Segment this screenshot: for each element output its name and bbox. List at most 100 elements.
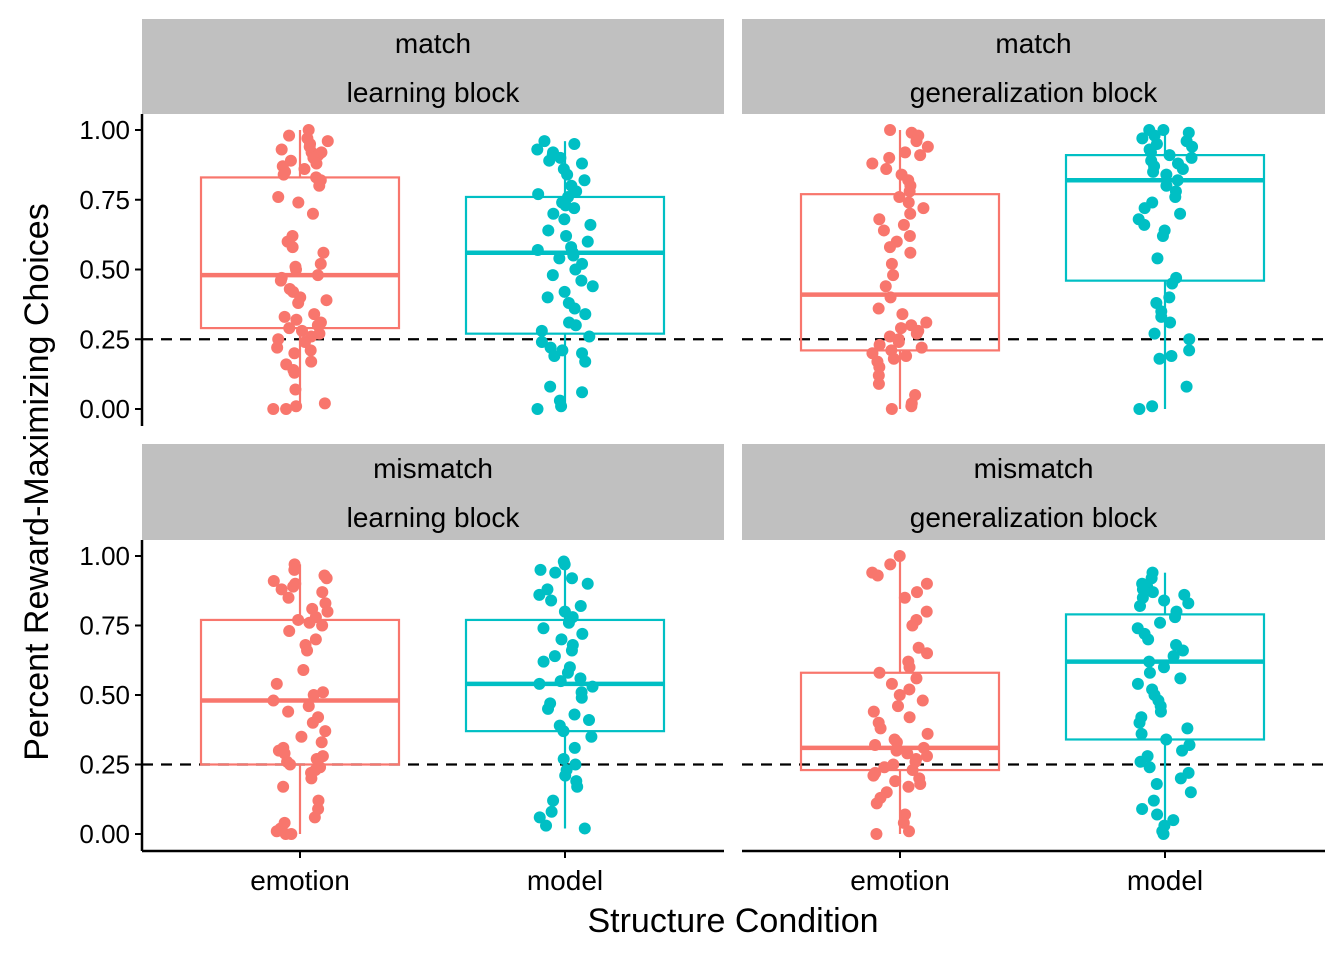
box-iqr	[799, 671, 1001, 772]
data-point	[921, 727, 934, 740]
box-emotion	[199, 124, 401, 415]
data-point	[1147, 794, 1160, 807]
data-point	[1133, 403, 1146, 415]
data-point	[885, 403, 898, 415]
data-point	[872, 377, 885, 390]
x-tick-label: emotion	[850, 865, 950, 896]
data-point	[586, 680, 599, 693]
data-point	[310, 157, 323, 170]
data-point	[873, 338, 886, 351]
data-point	[275, 583, 288, 596]
strip-background	[142, 19, 724, 114]
data-point	[568, 741, 581, 754]
data-point	[910, 672, 923, 685]
data-point	[1131, 677, 1144, 690]
data-point	[1138, 218, 1151, 231]
strip-label-block: generalization block	[910, 77, 1158, 108]
data-point	[1147, 165, 1160, 178]
data-point	[304, 344, 317, 357]
data-point	[305, 355, 318, 368]
data-point	[278, 310, 291, 323]
data-point	[1174, 772, 1187, 785]
data-point	[309, 633, 322, 646]
data-point	[292, 296, 305, 309]
data-point	[540, 819, 553, 832]
strip-label-block: learning block	[347, 77, 521, 108]
data-point	[1180, 380, 1193, 393]
data-point	[295, 730, 308, 743]
box-emotion	[799, 124, 1001, 415]
box-iqr	[1064, 613, 1266, 741]
data-point	[537, 622, 550, 635]
y-tick-label: 1.00	[79, 541, 130, 571]
data-point	[569, 263, 582, 276]
data-point	[1135, 727, 1148, 740]
data-point	[320, 572, 333, 585]
data-point	[533, 588, 546, 601]
data-point	[902, 196, 915, 209]
data-point	[534, 563, 547, 576]
data-point	[1164, 316, 1177, 329]
data-point	[531, 143, 544, 156]
data-point	[581, 577, 594, 590]
data-point	[1138, 202, 1151, 215]
data-point	[1186, 140, 1199, 153]
y-tick-label: 0.25	[79, 750, 130, 780]
data-point	[902, 825, 915, 838]
data-point	[903, 661, 916, 674]
data-point	[871, 569, 884, 582]
data-point	[277, 780, 290, 793]
data-point	[267, 575, 280, 588]
data-point	[885, 677, 898, 690]
data-point	[320, 294, 333, 307]
data-point	[1136, 583, 1149, 596]
data-point	[902, 780, 915, 793]
data-point	[906, 619, 919, 632]
data-point	[537, 655, 550, 668]
data-point	[288, 563, 301, 576]
data-point	[1153, 352, 1166, 365]
data-point	[568, 202, 581, 215]
data-point	[911, 586, 924, 599]
data-point	[873, 213, 886, 226]
x-tick-label: model	[1127, 865, 1203, 896]
data-point	[270, 677, 283, 690]
data-point	[575, 691, 588, 704]
data-point	[297, 663, 310, 676]
data-point	[884, 558, 897, 571]
data-point	[1144, 146, 1157, 159]
box-model	[464, 135, 666, 415]
data-point	[1142, 633, 1155, 646]
data-point	[1158, 594, 1171, 607]
data-point	[1184, 786, 1197, 799]
data-point	[869, 739, 882, 752]
data-point	[574, 600, 587, 613]
data-point	[581, 235, 594, 248]
data-point	[1169, 190, 1182, 203]
data-point	[1167, 814, 1180, 827]
data-point	[1167, 650, 1180, 663]
data-point	[1150, 777, 1163, 790]
data-point	[867, 769, 880, 782]
data-point	[921, 647, 934, 660]
data-point	[316, 619, 329, 632]
data-point	[579, 308, 592, 321]
data-point	[1154, 616, 1167, 629]
box-emotion	[199, 558, 401, 840]
data-point	[898, 591, 911, 604]
data-point	[885, 257, 898, 270]
data-point	[1176, 744, 1189, 757]
data-point	[1163, 149, 1176, 162]
data-point	[562, 616, 575, 629]
strip-label-block: learning block	[347, 502, 521, 533]
x-tick-label: model	[527, 865, 603, 896]
y-tick-label: 0.00	[79, 819, 130, 849]
data-point	[1160, 168, 1173, 181]
data-point	[314, 257, 327, 270]
data-point	[870, 797, 883, 810]
data-point	[548, 349, 561, 362]
data-point	[900, 349, 913, 362]
strip-label-condition: mismatch	[974, 453, 1094, 484]
data-point	[557, 752, 570, 765]
data-point	[1181, 722, 1194, 735]
